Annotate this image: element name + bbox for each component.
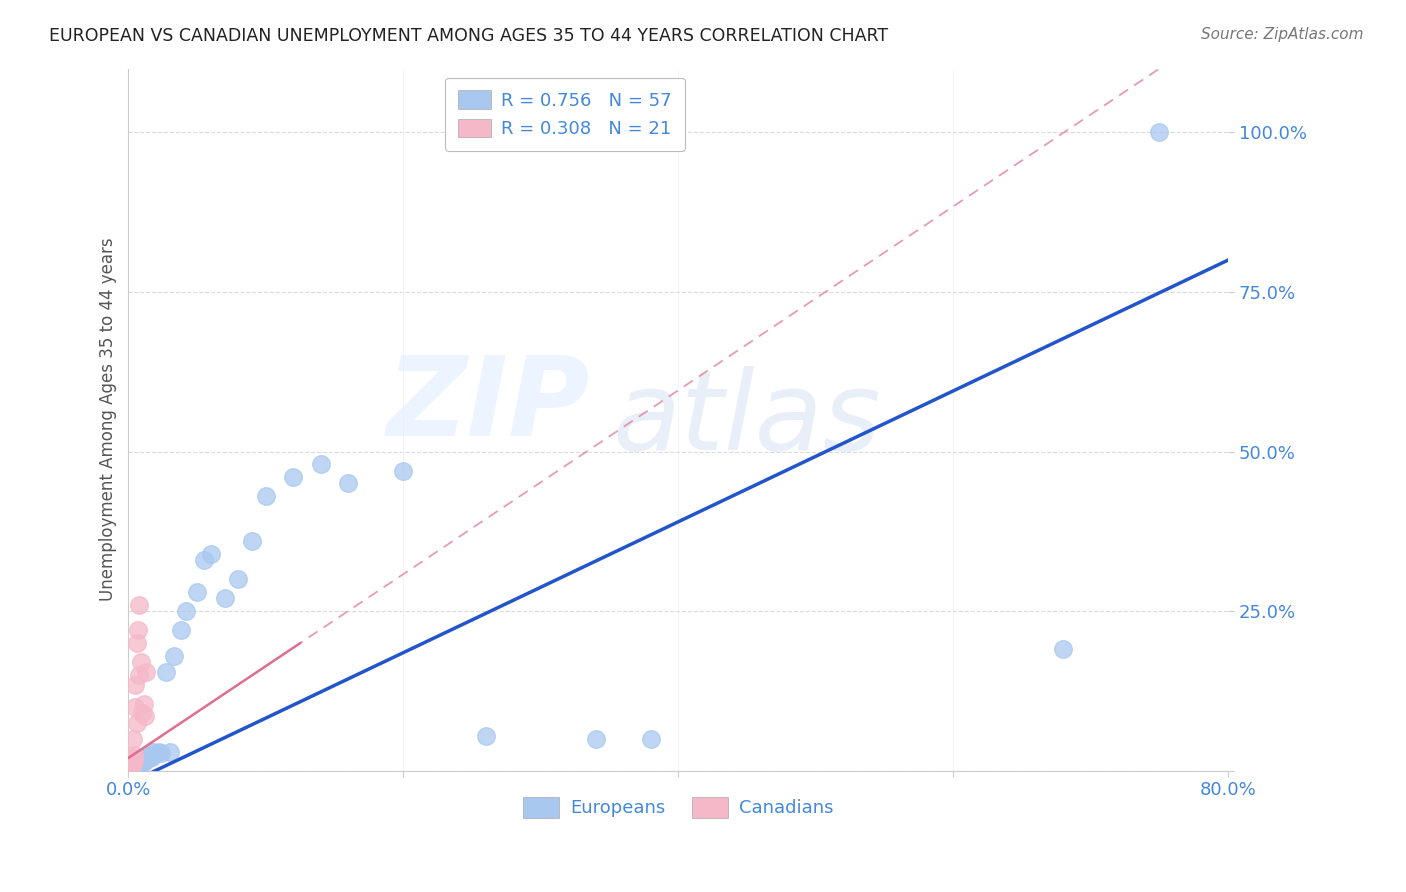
Point xyxy=(120,758,142,772)
Point xyxy=(118,761,141,775)
Point xyxy=(128,668,150,682)
Point xyxy=(283,470,305,484)
Point xyxy=(186,585,208,599)
Point xyxy=(122,754,145,768)
Point xyxy=(136,749,159,764)
Point xyxy=(240,533,263,548)
Point xyxy=(122,758,145,772)
Point xyxy=(170,624,193,638)
Point xyxy=(121,760,143,774)
Point xyxy=(120,757,142,772)
Point xyxy=(128,756,150,770)
Point xyxy=(121,757,143,772)
Point xyxy=(125,756,148,770)
Point xyxy=(138,751,160,765)
Point xyxy=(132,751,155,765)
Point xyxy=(122,747,145,762)
Text: ZIP: ZIP xyxy=(387,352,591,459)
Text: EUROPEAN VS CANADIAN UNEMPLOYMENT AMONG AGES 35 TO 44 YEARS CORRELATION CHART: EUROPEAN VS CANADIAN UNEMPLOYMENT AMONG … xyxy=(49,27,889,45)
Point xyxy=(131,752,153,766)
Point xyxy=(125,758,148,772)
Point xyxy=(132,697,155,711)
Point xyxy=(150,746,173,760)
Point xyxy=(118,757,141,772)
Point xyxy=(129,754,152,768)
Point xyxy=(159,745,181,759)
Point xyxy=(120,760,142,774)
Point xyxy=(118,760,141,774)
Point xyxy=(228,572,250,586)
Point xyxy=(124,754,146,768)
Point xyxy=(131,706,153,721)
Point xyxy=(155,665,177,679)
Point xyxy=(124,759,146,773)
Point xyxy=(254,489,277,503)
Point xyxy=(1052,642,1074,657)
Point xyxy=(163,648,186,663)
Point xyxy=(124,757,146,772)
Point xyxy=(125,715,148,730)
Point xyxy=(193,553,215,567)
Point xyxy=(121,751,143,765)
Point xyxy=(134,709,156,723)
Point xyxy=(475,729,498,743)
Point xyxy=(121,756,143,770)
Point xyxy=(134,754,156,768)
Point xyxy=(118,760,141,774)
Point xyxy=(127,754,149,768)
Point xyxy=(121,758,143,772)
Point xyxy=(585,731,607,746)
Point xyxy=(139,747,162,762)
Point xyxy=(124,677,146,691)
Legend: Europeans, Canadians: Europeans, Canadians xyxy=(516,789,841,825)
Point xyxy=(135,665,157,679)
Point xyxy=(148,745,170,759)
Point xyxy=(129,655,152,669)
Point xyxy=(142,745,165,759)
Point xyxy=(128,598,150,612)
Text: Source: ZipAtlas.com: Source: ZipAtlas.com xyxy=(1201,27,1364,42)
Y-axis label: Unemployment Among Ages 35 to 44 years: Unemployment Among Ages 35 to 44 years xyxy=(100,238,117,601)
Point xyxy=(128,752,150,766)
Point xyxy=(1149,125,1171,139)
Point xyxy=(120,758,142,772)
Point xyxy=(392,464,415,478)
Point xyxy=(124,699,146,714)
Point xyxy=(125,636,148,650)
Point xyxy=(118,760,141,774)
Point xyxy=(121,731,143,746)
Point xyxy=(200,547,222,561)
Point xyxy=(145,746,167,760)
Point xyxy=(131,757,153,772)
Text: atlas: atlas xyxy=(613,366,882,473)
Point xyxy=(309,458,332,472)
Point xyxy=(122,760,145,774)
Point xyxy=(640,731,662,746)
Point xyxy=(214,591,236,606)
Point xyxy=(135,752,157,766)
Point xyxy=(122,757,145,772)
Point xyxy=(120,754,142,768)
Point xyxy=(127,624,149,638)
Point xyxy=(141,749,163,764)
Point xyxy=(337,476,360,491)
Point xyxy=(120,759,142,773)
Point xyxy=(127,757,149,772)
Point xyxy=(174,604,197,618)
